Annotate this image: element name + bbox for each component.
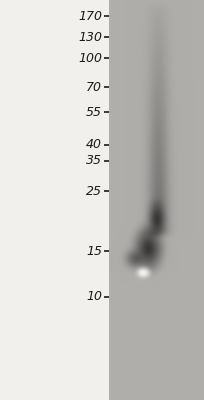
Text: 100: 100 <box>78 52 102 64</box>
Text: 10: 10 <box>86 290 102 303</box>
Text: 25: 25 <box>86 185 102 198</box>
Text: 170: 170 <box>78 10 102 22</box>
Text: 35: 35 <box>86 154 102 167</box>
Text: 130: 130 <box>78 31 102 44</box>
Text: 15: 15 <box>86 245 102 258</box>
Text: 40: 40 <box>86 138 102 151</box>
Text: 70: 70 <box>86 81 102 94</box>
Text: 55: 55 <box>86 106 102 118</box>
